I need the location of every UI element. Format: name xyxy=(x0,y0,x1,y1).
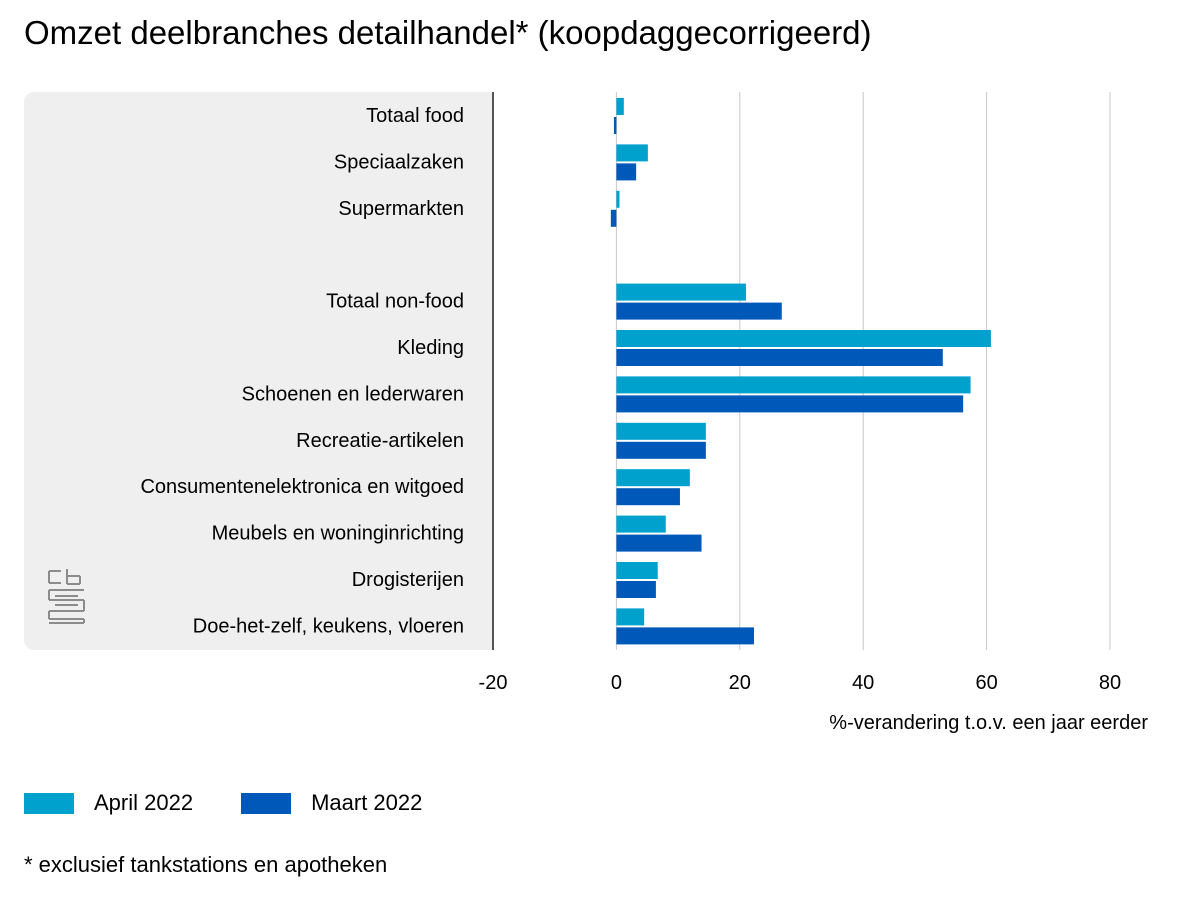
gridlines xyxy=(473,92,1111,650)
bar-maart xyxy=(616,581,656,598)
category-label: Doe-het-zelf, keukens, vloeren xyxy=(193,615,464,637)
bar-april xyxy=(616,98,624,115)
category-label: Totaal food xyxy=(366,105,464,127)
bar-maart xyxy=(616,395,964,413)
bars xyxy=(610,98,991,645)
bar-maart xyxy=(616,302,782,320)
bar-maart xyxy=(616,163,637,181)
legend-swatch-maart xyxy=(241,792,292,814)
category-label: Supermarkten xyxy=(338,198,464,220)
bar-maart xyxy=(616,441,706,459)
category-label: Drogisterijen xyxy=(352,569,464,591)
legend-label-maart: Maart 2022 xyxy=(311,790,423,815)
bar-maart xyxy=(616,488,680,506)
bar-april xyxy=(616,190,620,208)
bar-maart xyxy=(610,209,617,227)
x-tick-label: 20 xyxy=(729,672,751,694)
category-panel-edge xyxy=(473,92,493,650)
x-tick-label: -20 xyxy=(479,672,508,694)
footnote: * exclusief tankstations en apotheken xyxy=(24,852,388,877)
bar-maart xyxy=(616,534,702,552)
legend-label-april: April 2022 xyxy=(94,790,194,815)
bar-april xyxy=(616,469,690,487)
category-panel-background xyxy=(24,92,493,650)
bar-april xyxy=(616,376,971,394)
category-label: Consumentenelektronica en witgoed xyxy=(140,476,464,498)
bar-maart xyxy=(616,349,943,366)
category-labels: Totaal food Speciaalzaken Supermarkten Tota… xyxy=(140,105,464,637)
x-axis-ticks: -20 0 20 40 60 80 xyxy=(479,672,1122,694)
cbs-logo-icon xyxy=(48,569,85,624)
chart-title: Omzet deelbranches detailhandel* (koopda… xyxy=(24,14,872,51)
category-label: Recreatie-artikelen xyxy=(296,430,464,452)
x-tick-label: 80 xyxy=(1099,672,1121,694)
category-label: Kleding xyxy=(397,337,464,359)
bar-maart xyxy=(616,627,754,645)
x-tick-label: 40 xyxy=(852,672,874,694)
x-tick-label: 0 xyxy=(611,672,622,694)
bar-april xyxy=(616,422,706,440)
x-axis-title: %-verandering t.o.v. een jaar eerder xyxy=(829,712,1148,734)
legend-swatch-april xyxy=(24,792,74,814)
legend-item-maart: Maart 2022 xyxy=(241,790,422,816)
bar-april xyxy=(616,608,645,626)
legend-item-april: April 2022 xyxy=(24,790,193,816)
bar-april xyxy=(616,515,666,533)
category-label: Speciaalzaken xyxy=(334,151,464,173)
category-label: Meubels en woninginrichting xyxy=(212,523,464,545)
bar-april xyxy=(616,283,746,301)
bar-maart xyxy=(613,117,617,134)
legend: April 2022 Maart 2022 xyxy=(24,790,470,816)
bar-april xyxy=(616,330,991,347)
bar-april xyxy=(616,562,658,579)
category-label: Totaal non-food xyxy=(326,291,464,313)
bar-april xyxy=(616,144,648,162)
x-tick-label: 60 xyxy=(975,672,997,694)
category-label: Schoenen en lederwaren xyxy=(242,383,464,405)
bar-chart: Totaal food Speciaalzaken Supermarkten Tota… xyxy=(24,92,1148,734)
